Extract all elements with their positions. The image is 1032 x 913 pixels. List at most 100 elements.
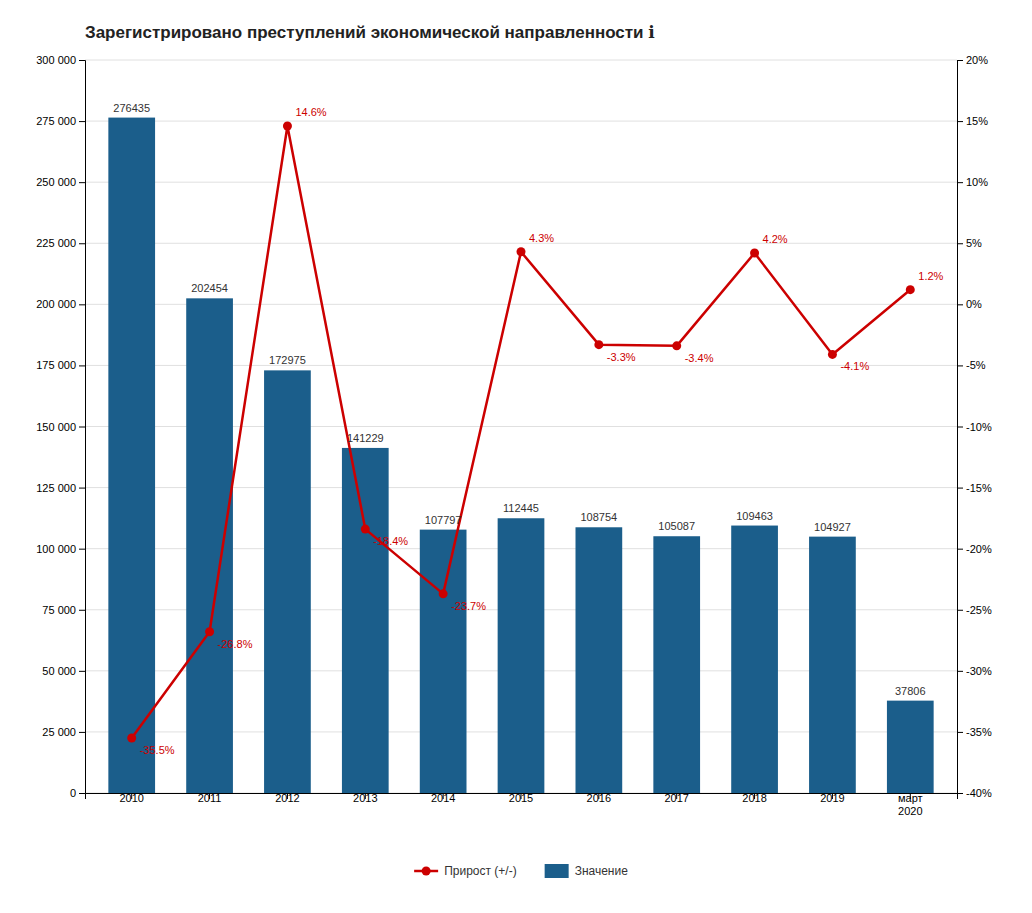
chart-svg: 025 00050 00075 000100 000125 000150 000… bbox=[0, 0, 1032, 913]
tick: 50 000 bbox=[42, 665, 85, 677]
data-label: 105087 bbox=[658, 520, 695, 532]
tick-label: 2019 bbox=[820, 792, 844, 804]
tick: 0 bbox=[70, 787, 85, 799]
legend-label: Прирост (+/-) bbox=[444, 864, 517, 878]
tick-label: 2012 bbox=[275, 792, 299, 804]
tick: -30% bbox=[957, 665, 992, 677]
tick-label: 150 000 bbox=[36, 421, 76, 433]
tick-mark bbox=[957, 304, 963, 305]
tick-label: -40% bbox=[966, 787, 992, 799]
tick: 250 000 bbox=[36, 176, 85, 188]
legend-label: Значение bbox=[575, 864, 629, 878]
chart-container: 025 00050 00075 000100 000125 000150 000… bbox=[0, 0, 1032, 913]
tick-mark bbox=[79, 793, 85, 794]
tick-mark bbox=[957, 243, 963, 244]
tick-label: 2017 bbox=[664, 792, 688, 804]
tick-label: 2018 bbox=[742, 792, 766, 804]
tick-label: 2016 bbox=[587, 792, 611, 804]
tick-mark bbox=[79, 671, 85, 672]
tick-mark bbox=[957, 60, 963, 61]
data-label: 202454 bbox=[191, 282, 228, 294]
tick-label: 0 bbox=[70, 787, 76, 799]
plot-area: 025 00050 00075 000100 000125 000150 000… bbox=[36, 54, 992, 817]
tick: 2019 bbox=[820, 792, 844, 804]
tick-label: 225 000 bbox=[36, 237, 76, 249]
data-label: 14.6% bbox=[295, 106, 326, 118]
tick-mark bbox=[79, 60, 85, 61]
data-label: 108754 bbox=[580, 511, 617, 523]
tick: 2015 bbox=[509, 792, 533, 804]
marker bbox=[750, 249, 759, 258]
line bbox=[132, 126, 911, 738]
legend-swatch bbox=[545, 864, 569, 878]
marker bbox=[594, 340, 603, 349]
y-axis-right: -40%-35%-30%-25%-20%-15%-10%-5%0%5%10%15… bbox=[957, 54, 992, 799]
data-label: -18.4% bbox=[373, 535, 408, 547]
marker bbox=[828, 350, 837, 359]
tick-label: 2015 bbox=[509, 792, 533, 804]
tick-label: 2011 bbox=[198, 792, 222, 804]
y-axis-left: 025 00050 00075 000100 000125 000150 000… bbox=[36, 54, 85, 799]
marker bbox=[127, 734, 136, 743]
data-label: 109463 bbox=[736, 510, 773, 522]
title: Зарегистрировано преступлений экономичес… bbox=[85, 23, 655, 42]
axis-line bbox=[79, 61, 86, 794]
marker bbox=[517, 247, 526, 256]
tick-label: 200 000 bbox=[36, 298, 76, 310]
tick-mark bbox=[957, 182, 963, 183]
tick: -10% bbox=[957, 421, 992, 433]
tick-label: 175 000 bbox=[36, 359, 76, 371]
tick-mark bbox=[79, 427, 85, 428]
legend-marker bbox=[422, 867, 431, 876]
bar bbox=[653, 536, 700, 793]
tick: 2018 bbox=[742, 792, 766, 804]
tick-label: -25% bbox=[966, 604, 992, 616]
bar bbox=[264, 370, 311, 793]
tick-mark bbox=[957, 732, 963, 733]
tick-label: 100 000 bbox=[36, 543, 76, 555]
tick: 275 000 bbox=[36, 115, 85, 127]
tick-label: 5% bbox=[966, 237, 982, 249]
tick-mark bbox=[79, 610, 85, 611]
tick-label: 2010 bbox=[119, 792, 143, 804]
tick-label: 275 000 bbox=[36, 115, 76, 127]
bar bbox=[498, 518, 545, 793]
data-label: 37806 bbox=[895, 685, 926, 697]
bar bbox=[420, 530, 467, 793]
tick: -20% bbox=[957, 543, 992, 555]
tick: 2010 bbox=[119, 792, 143, 804]
grid-line bbox=[85, 243, 957, 244]
marker bbox=[361, 525, 370, 534]
tick: -15% bbox=[957, 482, 992, 494]
bar bbox=[186, 298, 233, 793]
tick: 2012 bbox=[275, 792, 299, 804]
legend-item: Прирост (+/-) bbox=[414, 864, 517, 878]
tick: 2016 bbox=[587, 792, 611, 804]
data-label: 112445 bbox=[503, 502, 539, 514]
tick-label: 10% bbox=[966, 176, 988, 188]
tick: 2013 bbox=[353, 792, 377, 804]
tick-mark bbox=[79, 488, 85, 489]
bar bbox=[108, 118, 155, 793]
marker bbox=[283, 121, 292, 130]
tick: март2020 bbox=[898, 792, 923, 817]
tick-mark bbox=[79, 304, 85, 305]
bar bbox=[809, 537, 856, 793]
marker bbox=[906, 285, 915, 294]
axis-line bbox=[958, 61, 964, 794]
marker bbox=[205, 627, 214, 636]
data-label: 276435 bbox=[113, 102, 150, 114]
x-axis: 2010201120122013201420152016201720182019… bbox=[86, 792, 958, 817]
data-label: 104927 bbox=[814, 521, 851, 533]
tick: -5% bbox=[957, 359, 986, 371]
tick: 100 000 bbox=[36, 543, 85, 555]
tick-mark bbox=[79, 182, 85, 183]
tick-label: 25 000 bbox=[42, 726, 76, 738]
tick: -25% bbox=[957, 604, 992, 616]
bar bbox=[887, 701, 934, 793]
bar bbox=[342, 448, 389, 793]
tick-label: 0% bbox=[966, 298, 982, 310]
tick-label: 125 000 bbox=[36, 482, 76, 494]
tick-mark bbox=[957, 121, 963, 122]
tick-mark bbox=[79, 732, 85, 733]
